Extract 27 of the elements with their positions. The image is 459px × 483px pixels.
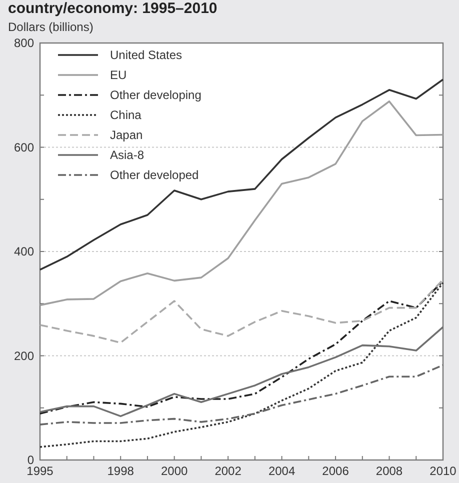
x-tick-label: 2002: [214, 464, 242, 478]
x-tick-label: 2008: [376, 464, 403, 478]
line-series: [39, 364, 444, 426]
y-tick-label: 0: [27, 453, 34, 467]
legend-label: Other developed: [110, 168, 199, 182]
y-tick-label: 800: [14, 36, 34, 50]
legend-label: Japan: [110, 128, 143, 142]
x-tick-label: 1995: [26, 464, 54, 478]
line-series: [39, 100, 444, 306]
y-tick-label: 200: [14, 348, 34, 363]
x-tick-label: 1998: [107, 464, 134, 478]
line-series: [39, 282, 444, 448]
legend-label: Other developing: [110, 88, 202, 102]
line-series: [39, 78, 444, 271]
legend-label: United States: [110, 48, 182, 62]
y-tick-label: 600: [14, 140, 34, 154]
x-tick-label: 2000: [160, 464, 188, 478]
chart-title: country/economy: 1995–2010: [8, 0, 218, 17]
legend-label: Asia-8: [110, 148, 144, 162]
y-tick-label: 400: [14, 244, 34, 258]
x-tick-label: 2010: [430, 464, 457, 478]
x-tick-label: 2004: [268, 464, 296, 478]
chart-subtitle: Dollars (billions): [8, 20, 94, 34]
x-tick-label: 2006: [322, 464, 350, 478]
legend-label: EU: [110, 68, 127, 82]
line-series: [39, 278, 444, 344]
legend-label: China: [110, 108, 142, 122]
